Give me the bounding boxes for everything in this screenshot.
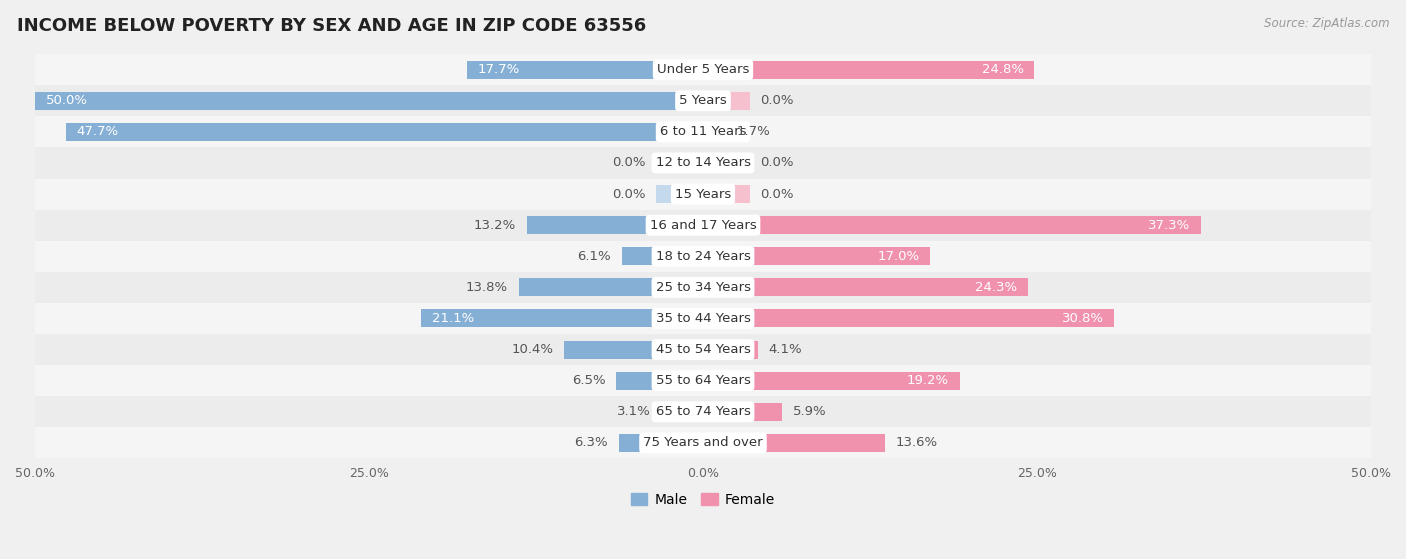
- Text: 47.7%: 47.7%: [76, 125, 118, 139]
- Text: 3.1%: 3.1%: [617, 405, 651, 418]
- Text: INCOME BELOW POVERTY BY SEX AND AGE IN ZIP CODE 63556: INCOME BELOW POVERTY BY SEX AND AGE IN Z…: [17, 17, 647, 35]
- Text: 4.1%: 4.1%: [769, 343, 801, 356]
- Text: 37.3%: 37.3%: [1149, 219, 1191, 231]
- Bar: [467, 61, 703, 79]
- Bar: [35, 241, 1371, 272]
- Bar: [35, 85, 1371, 116]
- Bar: [422, 310, 703, 328]
- Text: 12 to 14 Years: 12 to 14 Years: [655, 157, 751, 169]
- Bar: [703, 216, 1201, 234]
- Bar: [35, 365, 1371, 396]
- Text: Source: ZipAtlas.com: Source: ZipAtlas.com: [1264, 17, 1389, 30]
- Bar: [703, 185, 749, 203]
- Text: 25 to 34 Years: 25 to 34 Years: [655, 281, 751, 294]
- Text: 21.1%: 21.1%: [432, 312, 474, 325]
- Text: 65 to 74 Years: 65 to 74 Years: [655, 405, 751, 418]
- Text: 18 to 24 Years: 18 to 24 Years: [655, 250, 751, 263]
- Bar: [662, 403, 703, 421]
- Text: 30.8%: 30.8%: [1062, 312, 1104, 325]
- Bar: [519, 278, 703, 296]
- Text: 50.0%: 50.0%: [45, 94, 87, 107]
- Text: 19.2%: 19.2%: [907, 374, 949, 387]
- Text: 55 to 64 Years: 55 to 64 Years: [655, 374, 751, 387]
- Text: 16 and 17 Years: 16 and 17 Years: [650, 219, 756, 231]
- Text: 24.8%: 24.8%: [981, 63, 1024, 76]
- Bar: [35, 148, 1371, 178]
- Text: 6.5%: 6.5%: [572, 374, 606, 387]
- Bar: [657, 185, 703, 203]
- Bar: [703, 372, 959, 390]
- Text: 5.9%: 5.9%: [793, 405, 827, 418]
- Text: 15 Years: 15 Years: [675, 188, 731, 201]
- Text: 75 Years and over: 75 Years and over: [643, 437, 763, 449]
- Text: 0.0%: 0.0%: [761, 157, 794, 169]
- Text: 17.7%: 17.7%: [477, 63, 519, 76]
- Bar: [703, 92, 749, 110]
- Bar: [703, 61, 1035, 79]
- Bar: [527, 216, 703, 234]
- Bar: [35, 427, 1371, 458]
- Text: 1.7%: 1.7%: [737, 125, 770, 139]
- Text: 13.6%: 13.6%: [896, 437, 938, 449]
- Bar: [703, 403, 782, 421]
- Bar: [703, 247, 931, 266]
- Bar: [35, 116, 1371, 148]
- Text: 6 to 11 Years: 6 to 11 Years: [659, 125, 747, 139]
- Text: 0.0%: 0.0%: [761, 94, 794, 107]
- Text: 17.0%: 17.0%: [877, 250, 920, 263]
- Text: 5 Years: 5 Years: [679, 94, 727, 107]
- Bar: [703, 340, 758, 359]
- Bar: [35, 396, 1371, 427]
- Text: 13.2%: 13.2%: [474, 219, 516, 231]
- Text: 13.8%: 13.8%: [465, 281, 508, 294]
- Text: 6.1%: 6.1%: [578, 250, 610, 263]
- Bar: [616, 372, 703, 390]
- Bar: [703, 123, 725, 141]
- Bar: [35, 178, 1371, 210]
- Bar: [66, 123, 703, 141]
- Text: Under 5 Years: Under 5 Years: [657, 63, 749, 76]
- Text: 0.0%: 0.0%: [612, 157, 645, 169]
- Bar: [703, 278, 1028, 296]
- Bar: [703, 154, 749, 172]
- Bar: [703, 310, 1115, 328]
- Text: 6.3%: 6.3%: [575, 437, 609, 449]
- Text: 0.0%: 0.0%: [761, 188, 794, 201]
- Bar: [35, 272, 1371, 303]
- Bar: [621, 247, 703, 266]
- Bar: [619, 434, 703, 452]
- Bar: [564, 340, 703, 359]
- Text: 10.4%: 10.4%: [512, 343, 554, 356]
- Bar: [35, 92, 703, 110]
- Bar: [35, 54, 1371, 85]
- Text: 24.3%: 24.3%: [974, 281, 1017, 294]
- Bar: [35, 334, 1371, 365]
- Bar: [35, 303, 1371, 334]
- Bar: [657, 154, 703, 172]
- Bar: [703, 434, 884, 452]
- Text: 35 to 44 Years: 35 to 44 Years: [655, 312, 751, 325]
- Text: 0.0%: 0.0%: [612, 188, 645, 201]
- Text: 45 to 54 Years: 45 to 54 Years: [655, 343, 751, 356]
- Bar: [35, 210, 1371, 241]
- Legend: Male, Female: Male, Female: [626, 487, 780, 512]
